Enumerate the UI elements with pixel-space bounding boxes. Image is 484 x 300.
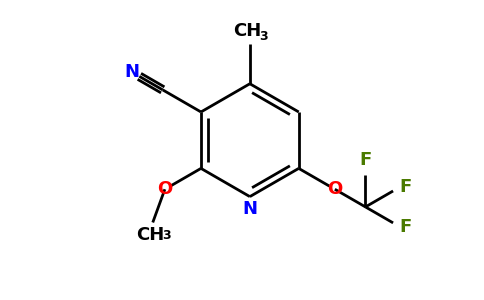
- Text: N: N: [242, 200, 257, 218]
- Text: N: N: [124, 63, 139, 81]
- Text: CH: CH: [136, 226, 165, 244]
- Text: F: F: [399, 218, 411, 236]
- Text: O: O: [327, 180, 343, 198]
- Text: F: F: [399, 178, 411, 196]
- Text: O: O: [157, 180, 172, 198]
- Text: F: F: [359, 151, 372, 169]
- Text: 3: 3: [162, 229, 170, 242]
- Text: 3: 3: [259, 30, 268, 43]
- Text: CH: CH: [233, 22, 261, 40]
